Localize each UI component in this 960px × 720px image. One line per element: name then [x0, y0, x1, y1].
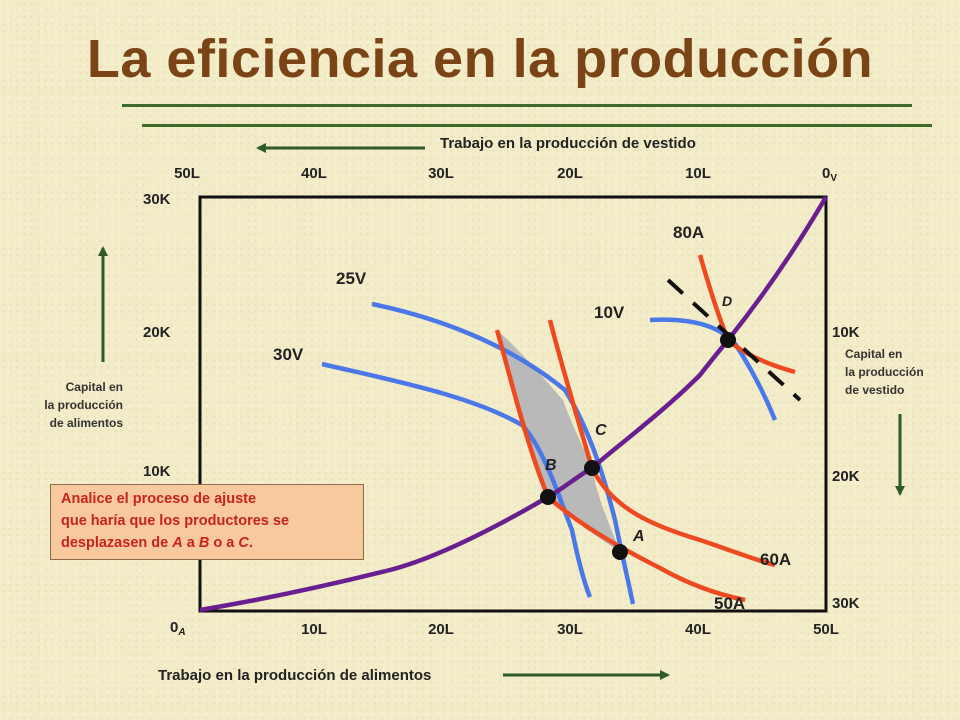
note-line-1: Analice el proceso de ajuste [61, 491, 257, 507]
top-tick-10l: 10L [685, 165, 711, 182]
left-tick-20k: 20K [143, 324, 171, 341]
point-c [584, 460, 600, 476]
point-d [720, 332, 736, 348]
isoquant-30v [321, 361, 593, 598]
left-axis-label-2: la producción [44, 398, 123, 412]
title-rule-lower [142, 124, 932, 127]
top-tick-30l: 30L [428, 165, 454, 182]
label-60a: 60A [760, 550, 791, 569]
top-tick-20l: 20L [557, 165, 583, 182]
point-b [540, 489, 556, 505]
origin-clothing: 0V [822, 165, 837, 184]
left-tick-30k: 30K [143, 191, 171, 208]
label-point-d: D [722, 293, 732, 309]
left-axis-label-3: de alimentos [50, 416, 124, 430]
left-tick-10k: 10K [143, 463, 171, 480]
top-axis-label: Trabajo en la producción de vestido [440, 135, 696, 152]
note-line-2: que haría que los productores se [61, 513, 290, 529]
top-tick-50l: 50L [174, 165, 200, 182]
label-25v: 25V [336, 269, 367, 288]
isoquant-60a [547, 319, 776, 568]
edgeworth-box-frame [198, 195, 828, 613]
right-tick-30k: 30K [832, 595, 860, 612]
adjustment-note: Analice el proceso de ajuste que haría q… [50, 484, 364, 560]
right-axis-label-2: la producción [845, 365, 924, 379]
bottom-tick-30l: 30L [557, 621, 583, 638]
label-point-b: B [545, 457, 557, 474]
label-30v: 30V [273, 345, 304, 364]
label-80a: 80A [673, 223, 704, 242]
tangent-line-d [666, 278, 802, 402]
right-axis-label-1: Capital en [845, 347, 902, 361]
origin-food: 0A [170, 619, 186, 638]
right-tick-20k: 20K [832, 468, 860, 485]
label-50a: 50A [714, 594, 745, 613]
bottom-tick-40l: 40L [685, 621, 711, 638]
label-10v: 10V [594, 303, 625, 322]
bottom-tick-10l: 10L [301, 621, 327, 638]
isoquant-50a [494, 329, 746, 603]
point-a [612, 544, 628, 560]
right-tick-10k: 10K [832, 324, 860, 341]
bottom-tick-20l: 20L [428, 621, 454, 638]
label-point-a: A [632, 528, 645, 545]
bottom-axis-label: Trabajo en la producción de alimentos [158, 667, 431, 684]
page-title: La eficiencia en la producción [86, 29, 874, 89]
right-axis-label-3: de vestido [845, 383, 904, 397]
note-line-3: desplazasen de A a B o a C. [61, 535, 253, 551]
title-rule-upper [122, 104, 912, 107]
efficiency-lens-region [497, 330, 620, 552]
label-point-c: C [595, 422, 607, 439]
bottom-tick-50l: 50L [813, 621, 839, 638]
left-axis-label-1: Capital en [66, 380, 123, 394]
top-tick-40l: 40L [301, 165, 327, 182]
